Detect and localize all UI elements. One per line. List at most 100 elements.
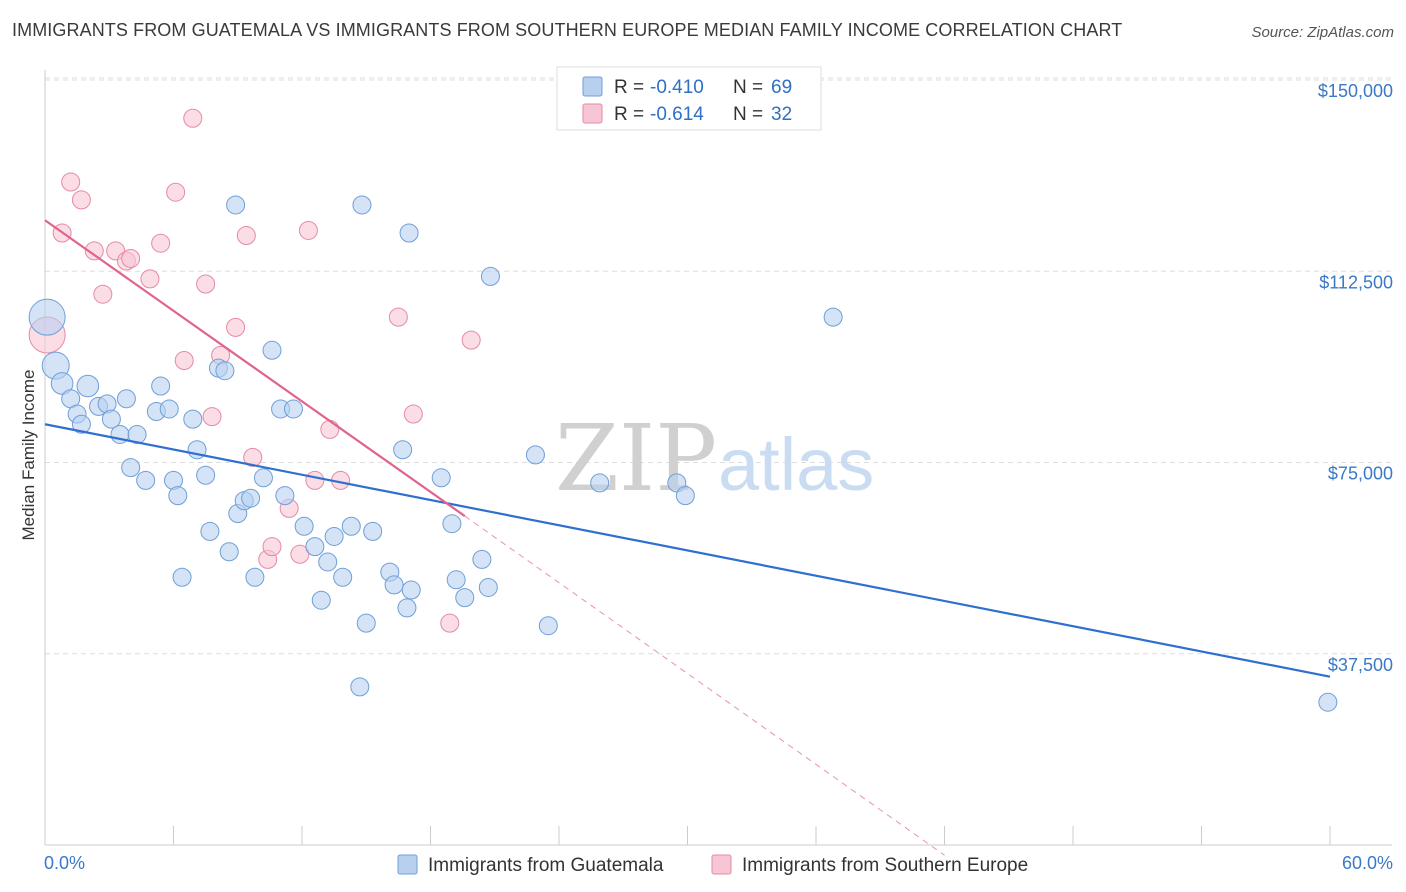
point-southern-europe — [236, 226, 256, 246]
point-guatemala — [101, 409, 121, 429]
y-tick-label: $37,500 — [1328, 655, 1393, 675]
point-guatemala — [305, 537, 325, 557]
bottom-legend: Immigrants from Guatemala Immigrants fro… — [397, 854, 1028, 876]
point-guatemala — [538, 616, 558, 636]
point-guatemala — [472, 549, 492, 569]
point-guatemala — [455, 588, 475, 608]
bottom-legend-label-southern-europe: Immigrants from Southern Europe — [742, 855, 1028, 876]
point-southern-europe — [166, 182, 186, 202]
watermark: ZIP atlas — [555, 405, 874, 512]
point-southern-europe — [461, 330, 481, 350]
legend: R = -0.410 N = 69 R = -0.614 N = 32 — [556, 66, 822, 131]
point-southern-europe — [174, 351, 194, 370]
point-guatemala — [159, 399, 179, 419]
y-tick-label: $150,000 — [1318, 81, 1393, 101]
point-guatemala — [1318, 692, 1338, 712]
trend-southern-europe — [44, 219, 466, 517]
legend-n-label-1: N = — [733, 77, 763, 98]
legend-swatch-blue — [582, 76, 603, 97]
point-southern-europe — [93, 284, 113, 304]
point-guatemala — [200, 521, 220, 541]
point-guatemala — [283, 399, 303, 419]
point-guatemala — [318, 552, 338, 572]
point-guatemala — [480, 266, 500, 286]
point-southern-europe — [196, 274, 216, 294]
point-guatemala — [675, 486, 695, 506]
legend-r-label-1: R = — [614, 77, 644, 98]
gridlines — [45, 77, 1392, 655]
point-southern-europe — [140, 269, 160, 289]
point-guatemala — [294, 516, 314, 536]
point-guatemala — [399, 223, 419, 243]
point-guatemala — [28, 298, 66, 336]
legend-n-value-1: 69 — [771, 77, 792, 98]
point-guatemala — [275, 486, 295, 506]
y-tick-label: $112,500 — [1319, 272, 1393, 292]
x-tick-label-min: 0.0% — [44, 853, 85, 873]
point-southern-europe — [440, 613, 460, 633]
point-guatemala — [168, 486, 188, 506]
y-tick-label: $75,000 — [1328, 464, 1393, 484]
point-guatemala — [183, 409, 203, 429]
point-guatemala — [590, 473, 610, 493]
point-guatemala — [76, 374, 100, 398]
point-southern-europe — [388, 307, 408, 327]
legend-n-label-2: N = — [733, 104, 763, 125]
bottom-legend-swatch-guatemala — [397, 854, 418, 875]
point-guatemala — [121, 458, 141, 478]
point-guatemala — [50, 372, 74, 395]
point-southern-europe — [121, 249, 141, 268]
point-guatemala — [151, 376, 171, 396]
point-guatemala — [172, 567, 192, 587]
point-guatemala — [136, 470, 156, 490]
point-guatemala — [262, 340, 282, 360]
point-guatemala — [253, 468, 273, 488]
point-guatemala — [478, 577, 498, 597]
point-guatemala — [397, 598, 417, 618]
point-guatemala — [71, 414, 91, 434]
point-southern-europe — [262, 537, 282, 557]
point-guatemala — [525, 445, 545, 465]
point-southern-europe — [202, 407, 222, 427]
point-southern-europe — [71, 190, 91, 210]
point-guatemala — [311, 590, 331, 610]
trend-lines — [44, 219, 1331, 856]
point-guatemala — [442, 514, 462, 534]
point-southern-europe — [305, 470, 325, 490]
source-label: Source: ZipAtlas.com — [1251, 24, 1394, 41]
trend-southern-europe-extension — [464, 515, 945, 856]
legend-r-value-1: -0.410 — [650, 77, 704, 98]
legend-swatch-pink — [582, 103, 603, 124]
point-guatemala — [446, 570, 466, 590]
point-southern-europe — [243, 447, 263, 467]
point-guatemala — [196, 465, 216, 485]
bottom-legend-swatch-southern-europe — [711, 854, 732, 875]
point-guatemala — [226, 195, 246, 215]
trend-guatemala — [44, 423, 1331, 678]
point-guatemala — [333, 567, 353, 587]
x-tick-label-max: 60.0% — [1342, 853, 1393, 873]
point-southern-europe — [403, 404, 423, 424]
point-guatemala — [431, 468, 451, 488]
legend-r-value-2: -0.614 — [650, 104, 704, 125]
point-guatemala — [324, 526, 344, 546]
point-southern-europe — [320, 419, 340, 439]
point-guatemala — [241, 488, 261, 508]
point-southern-europe — [183, 108, 203, 128]
point-guatemala — [823, 307, 843, 327]
point-southern-europe — [226, 317, 246, 337]
point-southern-europe — [84, 241, 104, 261]
bottom-legend-label-guatemala: Immigrants from Guatemala — [428, 855, 664, 876]
point-guatemala — [215, 361, 235, 381]
chart-title: IMMIGRANTS FROM GUATEMALA VS IMMIGRANTS … — [12, 20, 1123, 40]
point-guatemala — [219, 542, 239, 562]
point-guatemala — [384, 575, 404, 595]
point-guatemala — [352, 195, 372, 215]
point-guatemala — [341, 516, 361, 536]
point-southern-europe — [290, 544, 310, 564]
point-southern-europe — [61, 172, 81, 192]
point-guatemala — [116, 389, 136, 409]
point-guatemala — [401, 580, 421, 600]
y-axis-label: Median Family Income — [19, 369, 38, 540]
